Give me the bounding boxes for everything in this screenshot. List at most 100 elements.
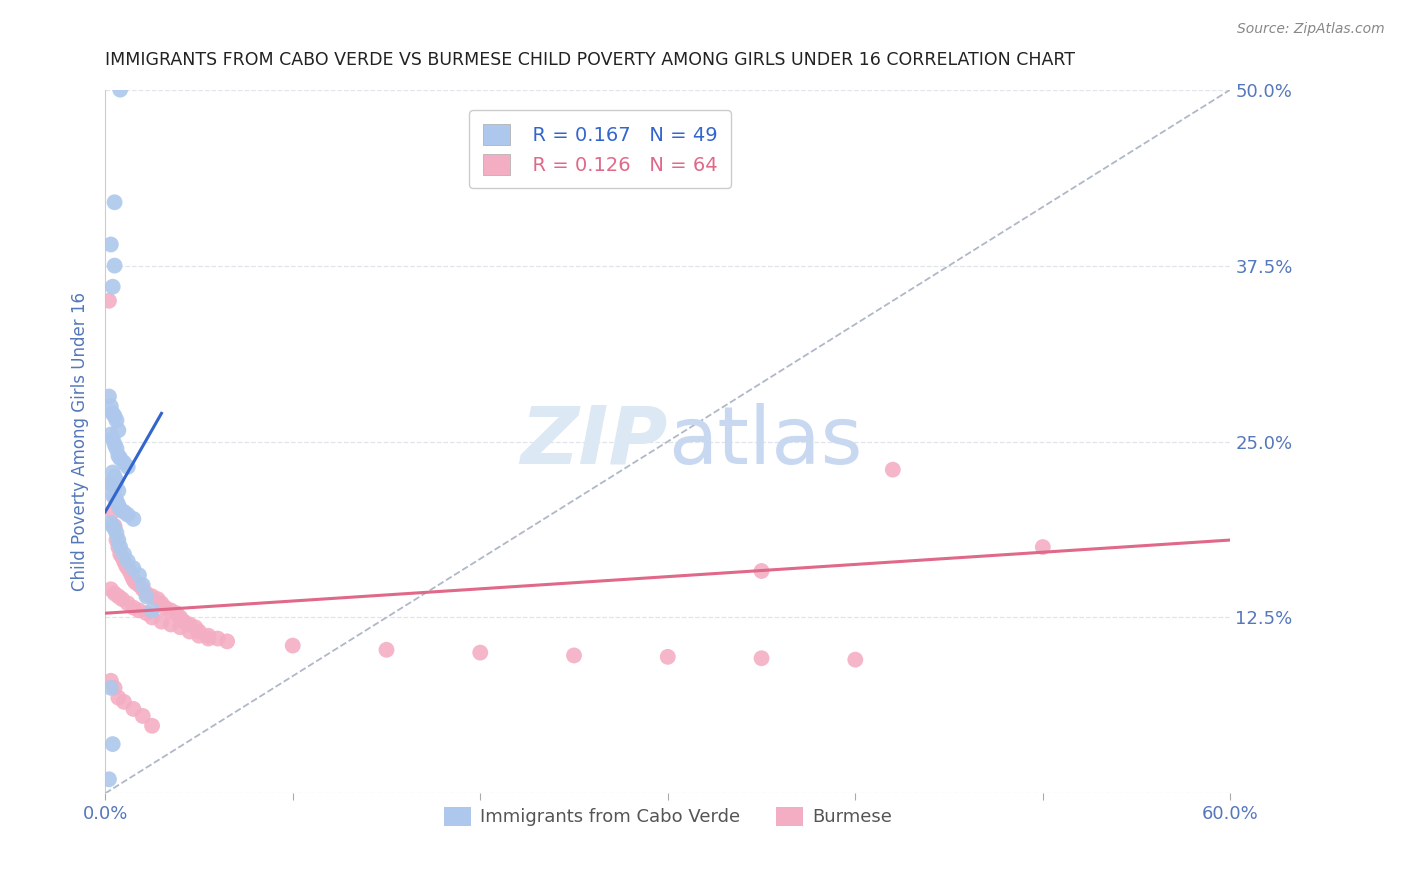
Point xyxy=(141,603,163,617)
Point xyxy=(188,629,211,643)
Y-axis label: Child Poverty Among Girls Under 16: Child Poverty Among Girls Under 16 xyxy=(72,292,89,591)
Point xyxy=(124,575,146,590)
Point xyxy=(141,590,163,604)
Point xyxy=(100,400,122,414)
Point xyxy=(375,642,398,657)
Point xyxy=(110,83,132,97)
Point xyxy=(117,554,139,568)
Point xyxy=(562,648,585,663)
Point xyxy=(128,578,150,592)
Point xyxy=(101,279,124,293)
Point xyxy=(112,547,135,561)
Point xyxy=(107,449,129,463)
Point xyxy=(97,389,120,403)
Point xyxy=(100,427,122,442)
Point xyxy=(105,526,128,541)
Point xyxy=(103,522,125,536)
Point xyxy=(107,690,129,705)
Point xyxy=(107,498,129,512)
Point xyxy=(179,617,201,632)
Point xyxy=(111,549,134,564)
Point xyxy=(146,592,169,607)
Point xyxy=(115,558,138,573)
Point xyxy=(155,600,177,615)
Point xyxy=(751,651,773,665)
Point xyxy=(117,561,139,575)
Point xyxy=(101,505,124,519)
Point xyxy=(128,603,150,617)
Point xyxy=(184,620,207,634)
Point xyxy=(97,772,120,787)
Point xyxy=(103,437,125,451)
Point xyxy=(117,508,139,522)
Point xyxy=(105,474,128,488)
Point xyxy=(122,702,145,716)
Point xyxy=(100,673,122,688)
Point xyxy=(470,646,492,660)
Legend: Immigrants from Cabo Verde, Burmese: Immigrants from Cabo Verde, Burmese xyxy=(436,800,900,834)
Point xyxy=(112,695,135,709)
Point xyxy=(141,610,163,624)
Point xyxy=(100,582,122,597)
Point xyxy=(122,573,145,587)
Point xyxy=(103,195,125,210)
Point xyxy=(217,634,239,648)
Text: Source: ZipAtlas.com: Source: ZipAtlas.com xyxy=(1237,22,1385,37)
Text: IMMIGRANTS FROM CABO VERDE VS BURMESE CHILD POVERTY AMONG GIRLS UNDER 16 CORRELA: IMMIGRANTS FROM CABO VERDE VS BURMESE CH… xyxy=(105,51,1076,69)
Point xyxy=(103,409,125,424)
Point xyxy=(101,406,124,420)
Point xyxy=(101,519,124,533)
Point xyxy=(160,603,183,617)
Point xyxy=(122,600,145,615)
Point xyxy=(105,493,128,508)
Point xyxy=(103,259,125,273)
Point xyxy=(101,488,124,502)
Point xyxy=(103,681,125,695)
Point xyxy=(882,463,904,477)
Point xyxy=(169,610,191,624)
Point xyxy=(132,582,155,597)
Point xyxy=(150,596,173,610)
Point xyxy=(169,620,191,634)
Point xyxy=(117,459,139,474)
Point xyxy=(103,491,125,505)
Point xyxy=(188,624,211,639)
Point xyxy=(103,469,125,483)
Point xyxy=(100,237,122,252)
Point xyxy=(103,479,125,493)
Point xyxy=(100,681,122,695)
Point xyxy=(150,615,173,629)
Point xyxy=(107,590,129,604)
Point xyxy=(166,606,188,620)
Point xyxy=(112,505,135,519)
Point xyxy=(173,615,195,629)
Point xyxy=(100,476,122,491)
Point xyxy=(100,516,122,530)
Point xyxy=(110,451,132,466)
Point xyxy=(128,568,150,582)
Point xyxy=(160,617,183,632)
Point xyxy=(1032,540,1054,554)
Point xyxy=(657,649,679,664)
Point xyxy=(101,432,124,446)
Point xyxy=(107,533,129,547)
Point xyxy=(110,547,132,561)
Point xyxy=(107,540,129,554)
Point xyxy=(110,502,132,516)
Text: ZIP: ZIP xyxy=(520,402,668,481)
Point xyxy=(179,624,201,639)
Point xyxy=(111,592,134,607)
Point xyxy=(135,590,157,604)
Point xyxy=(105,413,128,427)
Point xyxy=(101,466,124,480)
Point xyxy=(101,737,124,751)
Point xyxy=(105,533,128,547)
Point xyxy=(197,632,219,646)
Text: atlas: atlas xyxy=(668,402,862,481)
Point xyxy=(132,709,155,723)
Point xyxy=(122,561,145,575)
Point xyxy=(112,554,135,568)
Point xyxy=(207,632,229,646)
Point xyxy=(135,606,157,620)
Point xyxy=(751,564,773,578)
